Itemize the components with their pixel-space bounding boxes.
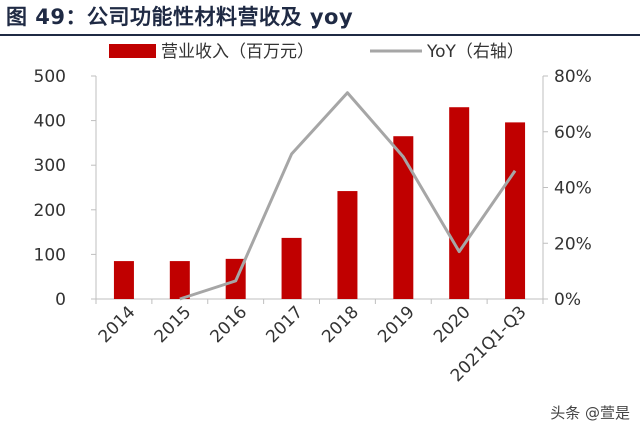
- figure-title: 图 49：公司功能性材料营收及 yoy: [6, 5, 354, 29]
- x-tick-label-2014: 2014: [95, 302, 140, 347]
- x-tick-label-2017: 2017: [262, 302, 307, 347]
- y-left-tick-label: 500: [34, 67, 66, 87]
- x-tick-label-2020: 2020: [430, 302, 475, 347]
- yoy-line: [179, 91, 517, 301]
- bar-revenue-2018: [337, 191, 358, 299]
- chart-axes: 0 100 200 300 400 500 0% 20% 40% 60% 80%: [34, 67, 592, 310]
- y-right-tick-label: 60%: [554, 123, 592, 143]
- y-left-tick-label: 100: [34, 245, 66, 265]
- y-left-tick-label: 300: [34, 156, 66, 176]
- title-divider: [0, 34, 640, 36]
- x-tick-label-2015: 2015: [151, 302, 196, 347]
- bar-revenue-2021Q1-Q3: [505, 122, 526, 299]
- bar-revenue-2019: [393, 136, 414, 299]
- y-right-tick-label: 0%: [554, 290, 581, 310]
- x-tick-label-2016: 2016: [206, 302, 251, 347]
- chart-legend: 营业收入（百万元） YoY（右轴）: [109, 42, 524, 62]
- x-tick-label-2018: 2018: [318, 302, 363, 347]
- bar-series: [113, 107, 526, 299]
- legend-label-yoy: YoY（右轴）: [426, 42, 524, 62]
- y-left-tick-label: 200: [34, 201, 66, 221]
- legend-label-revenue: 营业收入（百万元）: [161, 42, 314, 62]
- y-left-tick-label: 400: [34, 112, 66, 132]
- x-tick-label-2019: 2019: [374, 302, 419, 347]
- bar-revenue-2015: [169, 261, 190, 299]
- y-right-tick-label: 80%: [554, 67, 592, 87]
- bar-revenue-2020: [449, 107, 470, 299]
- line-series: [179, 91, 517, 301]
- legend-swatch-revenue: [109, 44, 156, 58]
- bar-revenue-2017: [281, 237, 302, 299]
- y-right-tick-label: 20%: [554, 234, 592, 254]
- watermark: 头条 @萱是: [550, 404, 630, 422]
- y-left-tick-label: 0: [55, 290, 66, 310]
- y-right-tick-label: 40%: [554, 179, 592, 199]
- bar-revenue-2014: [113, 261, 134, 299]
